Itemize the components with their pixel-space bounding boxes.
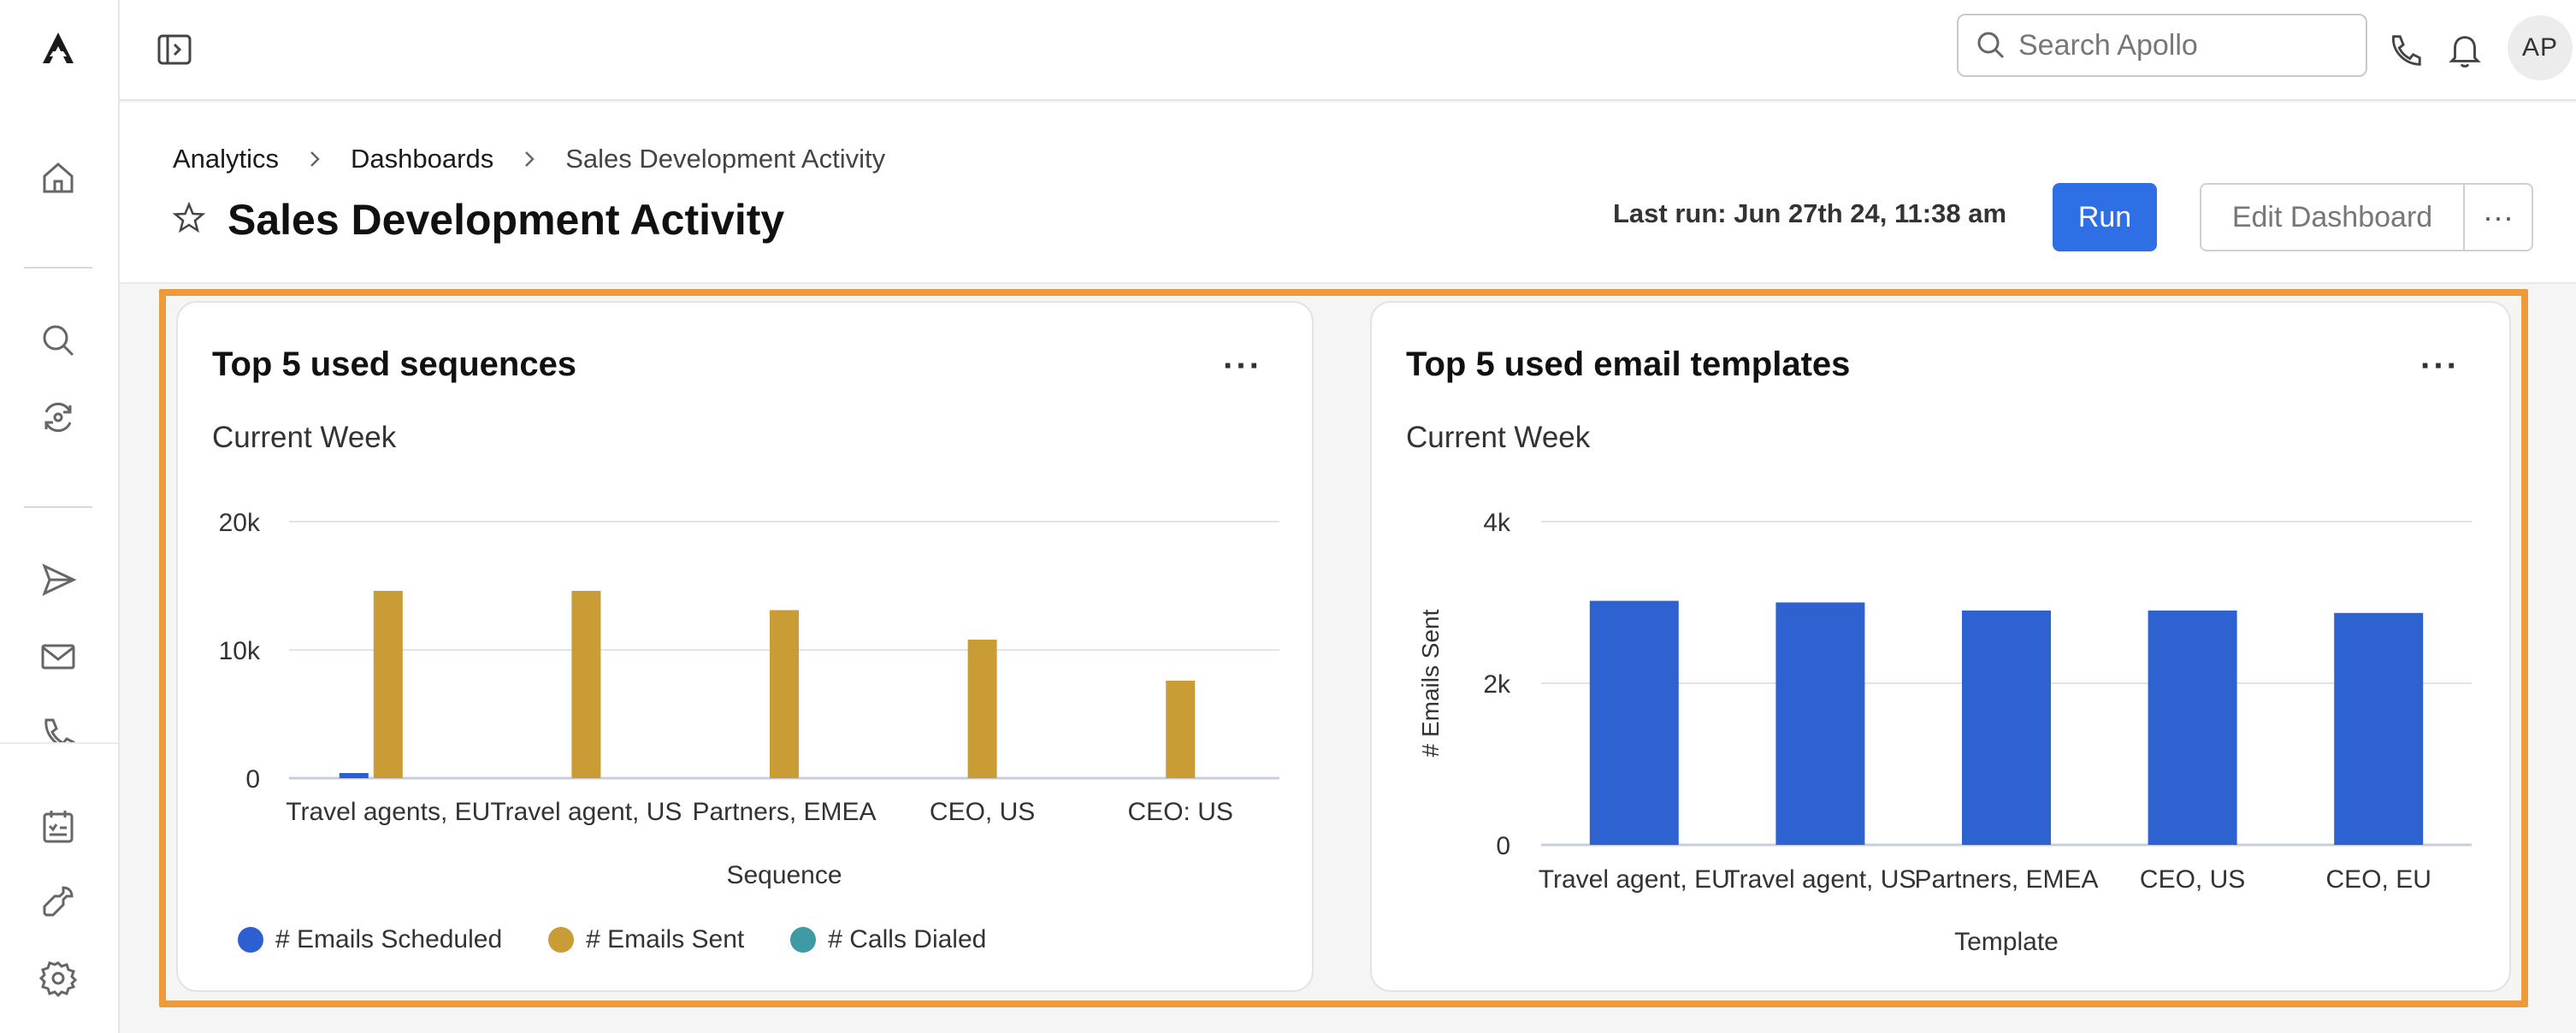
last-run-text: Last run: Jun 27th 24, 11:38 am xyxy=(1613,198,2007,228)
x-tick-label: Partners, EMEA xyxy=(692,798,876,826)
run-button[interactable]: Run xyxy=(2053,183,2157,251)
chevron-right-icon xyxy=(303,147,327,171)
x-tick-label: Travel agent, US xyxy=(490,798,682,826)
x-tick-label: Travel agent, EU xyxy=(1539,865,1730,894)
page-header: Analytics Dashboards Sales Development A… xyxy=(120,103,2576,284)
x-axis-label: Sequence xyxy=(726,861,842,889)
bar-emails-sent xyxy=(2148,610,2237,845)
legend-dot xyxy=(238,927,263,953)
search-icon xyxy=(1977,32,2005,59)
avatar[interactable]: AP xyxy=(2508,15,2573,80)
card-subtitle: Current Week xyxy=(1406,421,1591,454)
bar-emails-sent xyxy=(571,591,601,778)
edit-dashboard-button[interactable]: Edit Dashboard xyxy=(2200,183,2465,251)
sequences-card: Top 5 used sequences Current Week ··· 0 1… xyxy=(176,301,1314,992)
sidebar-divider xyxy=(24,506,92,508)
legend-label: # Calls Dialed xyxy=(828,925,987,953)
sequences-chart: 0 10k 20k Travel agents, EU Travel agent, US… xyxy=(219,509,1279,889)
y-tick-label: 10k xyxy=(219,637,261,665)
x-axis-label: Template xyxy=(1954,928,2059,956)
mail-icon[interactable] xyxy=(34,633,82,681)
y-axis-label: # Emails Sent xyxy=(1417,609,1444,757)
legend-dot xyxy=(790,927,817,953)
title-row: Sales Development Activity xyxy=(171,195,784,245)
card-more-icon[interactable]: ··· xyxy=(2420,347,2460,385)
legend-label: # Emails Sent xyxy=(586,925,745,953)
search-input[interactable] xyxy=(2018,28,2343,62)
templates-card: Top 5 used email templates Current Week … xyxy=(1370,301,2511,992)
card-more-icon[interactable]: ··· xyxy=(1223,347,1262,385)
logo-icon[interactable] xyxy=(34,24,82,72)
refresh-icon[interactable] xyxy=(34,393,82,441)
bar-emails-sent xyxy=(967,640,997,778)
sidebar-toggle-icon[interactable] xyxy=(151,26,198,74)
x-tick-label: Travel agents, EU xyxy=(286,798,490,826)
bar-emails-sent xyxy=(2334,612,2424,845)
more-options-icon[interactable]: ··· xyxy=(2463,183,2533,251)
card-title: Top 5 used sequences xyxy=(212,345,577,383)
search-box[interactable] xyxy=(1957,14,2367,77)
sidebar xyxy=(0,0,120,1033)
search-icon[interactable] xyxy=(34,316,82,364)
x-tick-label: CEO, US xyxy=(930,798,1035,826)
tasks-icon[interactable] xyxy=(34,802,82,850)
bar-emails-sent xyxy=(1166,681,1196,778)
sidebar-divider xyxy=(24,267,92,269)
star-icon[interactable] xyxy=(171,200,207,240)
y-tick-label: 0 xyxy=(245,765,260,794)
legend-dot xyxy=(548,927,575,953)
bell-icon[interactable] xyxy=(2441,26,2489,74)
bar-emails-sent xyxy=(770,610,799,778)
breadcrumb-current: Sales Development Activity xyxy=(565,144,886,174)
bar-emails-scheduled xyxy=(339,773,369,778)
bar-emails-sent xyxy=(373,591,403,778)
bar-emails-sent xyxy=(1962,610,2051,845)
y-tick-label: 4k xyxy=(1483,509,1511,537)
bar-emails-sent xyxy=(1775,602,1865,845)
settings-icon[interactable] xyxy=(34,954,82,1002)
y-tick-label: 20k xyxy=(219,509,261,537)
x-tick-label: CEO, EU xyxy=(2326,865,2431,894)
home-icon[interactable] xyxy=(34,154,82,202)
page-title: Sales Development Activity xyxy=(227,196,785,244)
card-title: Top 5 used email templates xyxy=(1406,345,1851,383)
breadcrumb-dashboards[interactable]: Dashboards xyxy=(351,144,494,174)
x-tick-label: CEO: US xyxy=(1128,798,1233,826)
bar-emails-sent xyxy=(1589,600,1679,845)
top-bar: AP xyxy=(120,0,2576,101)
chevron-right-icon xyxy=(517,147,541,171)
breadcrumb-analytics[interactable]: Analytics xyxy=(173,144,280,174)
legend-label: # Emails Scheduled xyxy=(275,925,503,953)
y-tick-label: 2k xyxy=(1483,670,1511,699)
highlight-frame xyxy=(159,289,2528,1007)
card-subtitle: Current Week xyxy=(212,421,397,454)
phone-icon[interactable] xyxy=(2381,26,2429,74)
x-tick-label: Travel agent, US xyxy=(1724,865,1916,894)
legend-item[interactable]: # Emails Sent xyxy=(548,925,744,954)
y-tick-label: 0 xyxy=(1496,832,1510,860)
legend-item[interactable]: # Emails Scheduled xyxy=(238,925,502,954)
chart-legend: # Emails Scheduled # Emails Sent # Calls D… xyxy=(238,925,1032,954)
tools-icon[interactable] xyxy=(34,877,82,925)
breadcrumb: Analytics Dashboards Sales Development A… xyxy=(173,144,885,174)
x-tick-label: CEO, US xyxy=(2140,865,2245,894)
send-icon[interactable] xyxy=(34,556,82,604)
legend-item[interactable]: # Calls Dialed xyxy=(790,925,986,954)
x-tick-label: Partners, EMEA xyxy=(1914,865,2098,894)
